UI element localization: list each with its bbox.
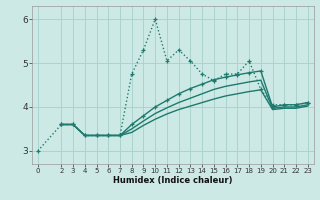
X-axis label: Humidex (Indice chaleur): Humidex (Indice chaleur) — [113, 176, 233, 185]
